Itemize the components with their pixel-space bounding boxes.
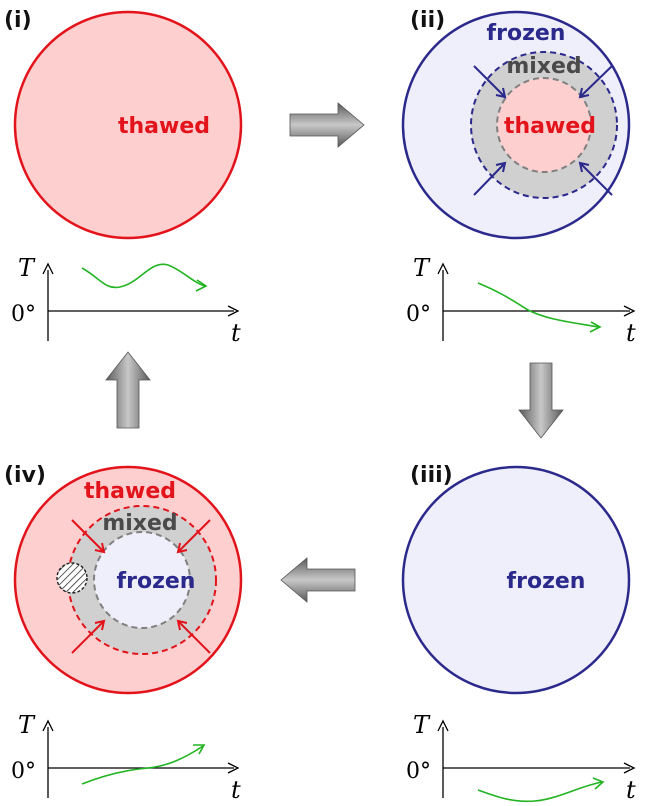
panel-label-ii: (ii) bbox=[410, 8, 445, 33]
temperature-curve bbox=[477, 282, 599, 328]
y-axis-label: T bbox=[18, 254, 36, 282]
down-arrow-icon bbox=[518, 362, 564, 439]
x-axis-label: t bbox=[231, 319, 241, 347]
panel-label-iv: (iv) bbox=[4, 463, 46, 488]
hatched-inclusion bbox=[56, 562, 88, 594]
y-axis-arrow-icon bbox=[42, 719, 54, 732]
x-axis-label: t bbox=[626, 319, 636, 347]
frozen-core bbox=[94, 532, 190, 628]
panel-iii: (iii) frozen T 0° t bbox=[401, 463, 636, 804]
right-arrow-icon bbox=[289, 102, 365, 148]
freezing-front-inner bbox=[496, 77, 592, 173]
x-axis-arrow-icon bbox=[623, 762, 636, 774]
panel-label-i: (i) bbox=[4, 8, 32, 33]
zero-label: 0° bbox=[11, 302, 36, 327]
temperature-graph-iii: T 0° t bbox=[406, 711, 636, 804]
curve-arrow-icon bbox=[193, 744, 206, 755]
left-arrow-icon bbox=[280, 557, 356, 603]
curve-arrow-icon bbox=[589, 321, 602, 333]
inward-arrows bbox=[71, 519, 211, 654]
state-label-thawed: thawed bbox=[504, 114, 596, 139]
zero-label: 0° bbox=[406, 302, 431, 327]
state-label-frozen: frozen bbox=[507, 569, 586, 594]
y-axis-arrow-icon bbox=[42, 262, 54, 275]
state-label-frozen: frozen bbox=[117, 569, 196, 594]
inward-arrows bbox=[473, 65, 613, 196]
freezing-front-outer bbox=[470, 51, 618, 199]
temperature-graph-ii: T 0° t bbox=[406, 254, 636, 347]
state-label-mixed: mixed bbox=[506, 54, 581, 79]
mixed-ring bbox=[471, 52, 617, 198]
y-axis-arrow-icon bbox=[437, 262, 449, 275]
thawing-front-inner bbox=[93, 531, 191, 629]
curve-arrow-icon bbox=[195, 279, 208, 292]
state-label-thawed: thawed bbox=[118, 114, 210, 139]
temperature-graph-iv: T 0° t bbox=[11, 711, 241, 804]
panel-i: (i) thawed T 0° t bbox=[4, 8, 243, 347]
y-axis-label: T bbox=[18, 711, 36, 739]
x-axis-arrow-icon bbox=[227, 305, 240, 317]
up-arrow-icon bbox=[105, 351, 151, 429]
panel-iv: (iv) thawed mixed frozen T 0° t bbox=[4, 463, 243, 804]
temperature-curve bbox=[81, 745, 204, 785]
state-label-mixed: mixed bbox=[102, 511, 177, 536]
y-axis-arrow-icon bbox=[437, 719, 449, 732]
temperature-curve bbox=[81, 263, 206, 289]
temperature-graph-i: T 0° t bbox=[11, 254, 241, 347]
thawed-core bbox=[497, 78, 591, 172]
panel-ii: (ii) frozen mixed thawed T 0° t bbox=[401, 8, 636, 347]
panel-label-iii: (iii) bbox=[410, 463, 453, 488]
x-axis-arrow-icon bbox=[623, 305, 636, 317]
state-label-frozen: frozen bbox=[487, 21, 566, 46]
y-axis-label: T bbox=[413, 254, 431, 282]
zero-label: 0° bbox=[11, 759, 36, 784]
y-axis-label: T bbox=[413, 711, 431, 739]
temperature-curve bbox=[477, 781, 603, 803]
state-label-thawed: thawed bbox=[84, 479, 176, 504]
zero-label: 0° bbox=[406, 759, 431, 784]
x-axis-arrow-icon bbox=[227, 762, 240, 774]
frozen-circle bbox=[401, 465, 631, 695]
curve-arrow-icon bbox=[592, 777, 605, 790]
x-axis-label: t bbox=[626, 776, 636, 804]
thawed-circle bbox=[13, 10, 243, 240]
x-axis-label: t bbox=[231, 776, 241, 804]
